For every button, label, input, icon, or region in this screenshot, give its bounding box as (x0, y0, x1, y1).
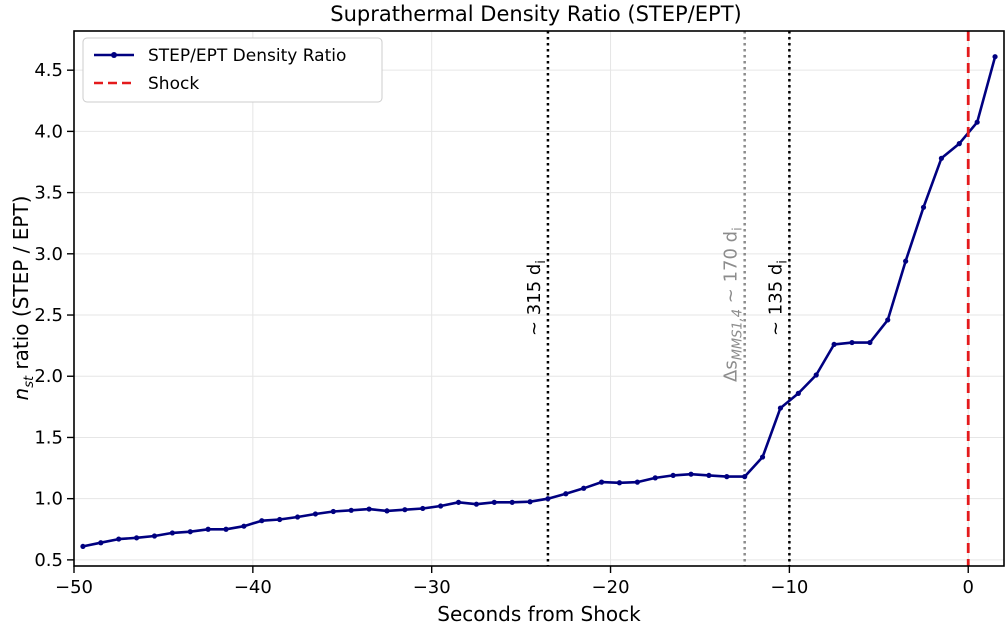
x-tick-label: −10 (770, 577, 808, 598)
legend: STEP/EPT Density Ratio Shock (82, 37, 383, 103)
data-point (545, 496, 551, 502)
plot-frame (73, 30, 1005, 567)
data-point (563, 491, 569, 497)
y-tick-label: 4.5 (34, 60, 63, 81)
data-point (277, 516, 283, 523)
x-tick-label: −30 (413, 577, 451, 598)
data-point (241, 523, 247, 529)
data-point (831, 341, 837, 348)
vline-label-sub: i (534, 260, 549, 264)
data-point (777, 405, 784, 411)
data-point (598, 479, 605, 485)
data-point (885, 317, 891, 323)
x-axis-label: Seconds from Shock (437, 602, 641, 625)
data-point (938, 155, 945, 161)
legend-label-ratio: STEP/EPT Density Ratio (148, 46, 346, 66)
vline-label-sub2: i (731, 227, 746, 231)
data-point (652, 475, 658, 481)
data-point (402, 507, 408, 513)
data-point (223, 526, 229, 532)
data-point (294, 514, 301, 520)
data-point (491, 499, 497, 505)
data-point (688, 471, 694, 477)
x-axis: −50 −40 −30 −20 −10 0 (55, 566, 974, 598)
data-point (616, 480, 623, 486)
data-point (867, 339, 873, 346)
data-point (330, 508, 336, 515)
series-layer (80, 31, 998, 566)
data-point (527, 499, 533, 505)
x-tick-label: 0 (963, 577, 974, 598)
legend-marker-ratio (111, 52, 117, 58)
series-line-ratio (82, 56, 997, 548)
data-point (903, 258, 909, 264)
y-axis-label-main: n (9, 388, 33, 401)
data-point (420, 505, 426, 512)
data-point (151, 533, 158, 539)
data-point (312, 511, 319, 517)
x-tick-label: −50 (55, 577, 93, 598)
vline-label-sub: MMS1,4 (731, 309, 746, 360)
vline-label-1: ΔsMMS1,4 ~ 170 di (721, 227, 746, 382)
y-axis-label: nst ratio (STEP / EPT) (9, 196, 37, 401)
data-point (133, 535, 140, 541)
data-point (169, 530, 175, 536)
data-point (706, 472, 712, 479)
data-point (98, 540, 104, 546)
y-tick-label: 0.5 (34, 550, 63, 571)
y-axis: 0.5 1.0 1.5 2.0 2.5 3.0 3.5 4.0 4.5 (34, 60, 74, 571)
vline-label-sub: i (775, 260, 790, 264)
data-point (438, 503, 444, 509)
y-tick-label: 2.5 (34, 305, 63, 326)
y-tick-label: 1.0 (34, 489, 63, 510)
y-tick-label: 1.5 (34, 427, 63, 448)
vline-label-0: ~ 315 di (524, 260, 549, 336)
data-point (956, 141, 962, 147)
data-point (348, 507, 354, 513)
y-axis-label-sub: st (22, 375, 37, 388)
data-point (920, 204, 927, 210)
y-tick-label: 4.0 (34, 121, 63, 142)
vline-label-main: ~ 135 d (765, 264, 786, 336)
data-point (974, 119, 980, 125)
data-point (992, 54, 998, 60)
y-tick-label: 3.0 (34, 244, 63, 265)
data-point (80, 543, 86, 550)
data-point (384, 508, 390, 514)
vline-label-main: ~ 315 d (524, 264, 545, 336)
data-point (581, 485, 587, 491)
data-point (116, 536, 122, 542)
data-point (259, 518, 265, 524)
vline-label-rest: ~ 170 d (721, 231, 742, 309)
y-axis-label-rest: ratio (STEP / EPT) (9, 196, 33, 376)
data-point (670, 472, 676, 479)
data-point (849, 339, 855, 346)
data-point (473, 501, 480, 507)
data-point (509, 499, 515, 505)
data-point (724, 474, 730, 480)
data-point (634, 479, 640, 485)
data-point (742, 474, 748, 480)
y-tick-label: 3.5 (34, 183, 63, 204)
vline-label-2: ~ 135 di (765, 260, 790, 336)
data-point (366, 506, 372, 512)
data-point (813, 372, 819, 378)
data-point (455, 499, 462, 505)
data-point (205, 526, 211, 532)
data-point (759, 454, 766, 460)
chart-title: Suprathermal Density Ratio (STEP/EPT) (330, 2, 741, 26)
legend-box (82, 37, 383, 103)
legend-label-shock: Shock (148, 74, 199, 94)
x-tick-label: −20 (592, 577, 630, 598)
data-point (187, 529, 193, 535)
y-tick-label: 2.0 (34, 366, 63, 387)
vline-label-main: Δs (721, 360, 742, 382)
x-tick-label: −40 (234, 577, 272, 598)
data-point (795, 390, 801, 396)
